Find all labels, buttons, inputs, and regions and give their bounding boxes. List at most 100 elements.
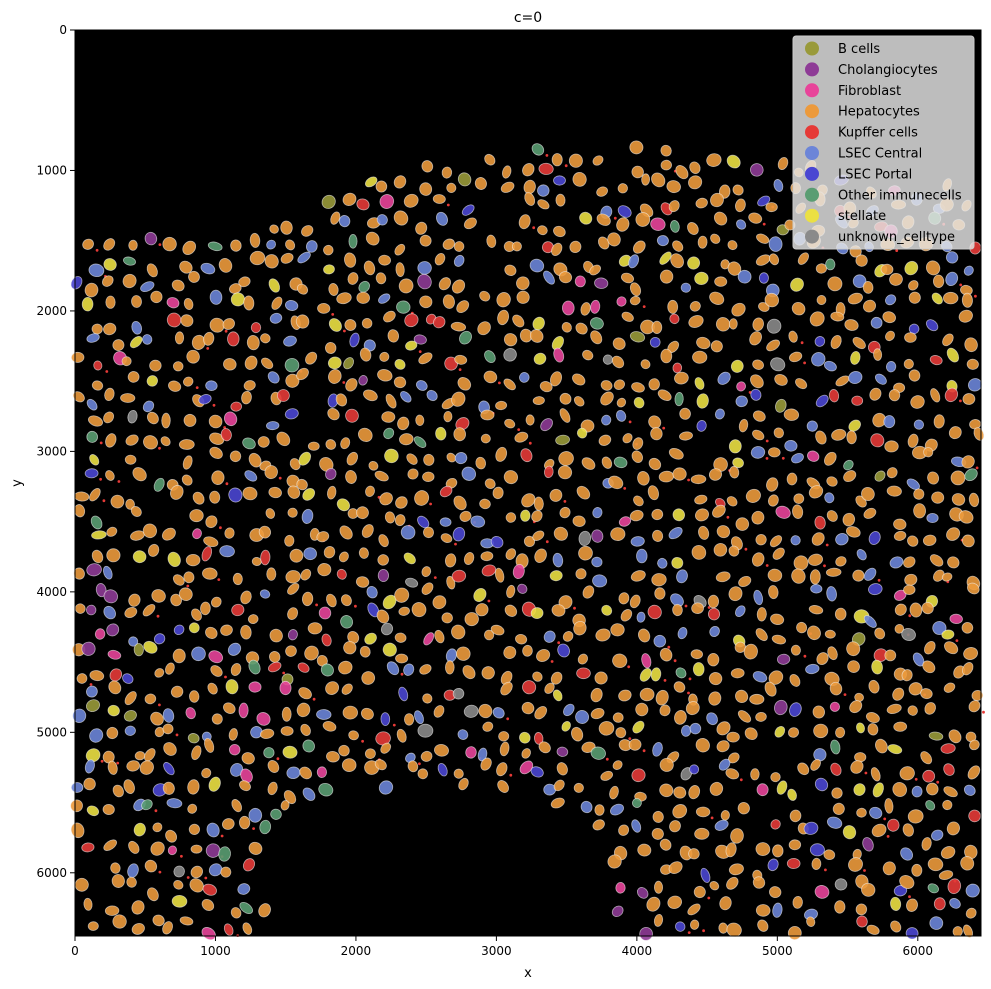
cell-mark	[628, 254, 640, 269]
cell-mark	[109, 668, 123, 682]
cell-mark	[559, 506, 571, 519]
cell-mark	[473, 587, 487, 603]
cell-mark	[269, 628, 283, 643]
cell-mark	[631, 165, 644, 179]
cell-mark	[146, 263, 158, 278]
cell-mark	[925, 319, 939, 332]
cell-mark	[398, 606, 410, 616]
cell-mark	[613, 379, 626, 391]
cell-mark	[228, 487, 243, 503]
cell-mark	[172, 648, 186, 664]
cell-mark	[248, 659, 261, 675]
legend-label: LSEC Portal	[838, 167, 912, 182]
cell-mark	[788, 330, 798, 343]
cell-mark	[811, 532, 825, 546]
cell-mark	[266, 421, 280, 431]
cell-mark	[316, 766, 328, 778]
cell-mark	[378, 254, 391, 266]
cell-mark	[558, 451, 574, 466]
cell-mark	[735, 517, 750, 531]
cell-mark	[107, 649, 122, 660]
cell-mark	[815, 430, 827, 445]
cell-mark	[807, 625, 821, 641]
cell-mark	[694, 827, 710, 840]
cell-mark	[920, 688, 933, 700]
cell-mark	[70, 782, 84, 793]
cell-mark	[345, 470, 357, 484]
cell-mark	[183, 297, 194, 311]
cell-mark	[631, 450, 643, 463]
cell-mark	[569, 240, 582, 254]
cell-mark	[325, 468, 337, 480]
cell-mark	[811, 352, 826, 367]
cell-mark	[204, 876, 208, 880]
cell-mark	[343, 641, 357, 655]
cell-mark	[406, 453, 418, 465]
cell-mark	[200, 601, 211, 616]
x-tick-label: 0	[71, 944, 79, 958]
cell-mark	[210, 665, 223, 677]
cell-mark	[845, 526, 861, 538]
cell-mark	[384, 448, 399, 464]
cell-mark	[224, 527, 235, 539]
cell-mark	[183, 413, 197, 427]
cell-mark	[158, 870, 162, 874]
cell-mark	[931, 491, 945, 504]
cell-mark	[403, 193, 419, 208]
cell-mark	[638, 628, 651, 643]
cell-mark	[266, 567, 277, 581]
cell-mark	[868, 531, 881, 545]
cell-mark	[192, 528, 202, 540]
cell-mark	[423, 632, 435, 646]
cell-mark	[207, 682, 218, 695]
cell-mark	[835, 556, 847, 567]
cell-mark	[963, 647, 979, 660]
cell-mark	[305, 351, 318, 365]
cell-mark	[795, 378, 808, 390]
cell-mark	[790, 535, 801, 546]
cell-mark	[885, 361, 897, 373]
cell-mark	[689, 300, 701, 312]
cell-mark	[280, 252, 294, 264]
cell-mark	[862, 281, 874, 294]
cell-mark	[576, 485, 591, 500]
cell-mark	[414, 490, 430, 506]
cell-mark	[298, 451, 312, 466]
cell-mark	[358, 375, 368, 386]
cell-mark	[335, 393, 348, 407]
cell-mark	[153, 633, 166, 645]
cell-mark	[376, 214, 388, 226]
cell-mark	[708, 672, 723, 686]
cell-mark	[932, 274, 945, 288]
cell-mark	[861, 486, 875, 502]
cell-mark	[600, 380, 613, 391]
cell-mark	[364, 632, 377, 645]
cell-mark	[692, 350, 708, 364]
cell-mark	[393, 210, 409, 226]
cell-mark	[74, 603, 86, 614]
cell-mark	[131, 295, 142, 308]
cell-mark	[378, 534, 389, 548]
cell-mark	[641, 653, 652, 669]
cell-mark	[419, 182, 433, 196]
cell-mark	[706, 153, 722, 167]
cell-mark	[304, 645, 319, 661]
cell-mark	[563, 703, 575, 717]
cell-mark	[568, 153, 583, 168]
cell-mark	[610, 623, 625, 637]
cell-mark	[673, 681, 686, 693]
cell-mark	[328, 369, 342, 384]
cell-mark	[751, 510, 765, 525]
cell-mark	[743, 643, 758, 660]
cell-mark	[182, 455, 193, 470]
cell-mark	[475, 456, 487, 470]
cell-mark	[74, 491, 90, 502]
cell-mark	[893, 518, 907, 531]
cell-mark	[421, 566, 432, 578]
cell-mark	[946, 527, 961, 541]
cell-mark	[632, 437, 644, 450]
cell-mark	[81, 641, 96, 656]
cell-mark	[133, 643, 144, 657]
cell-mark	[170, 685, 184, 698]
cell-mark	[365, 485, 375, 497]
